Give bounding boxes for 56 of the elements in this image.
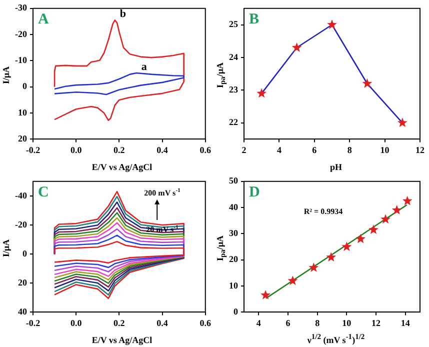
y-tick-label: 10	[229, 280, 238, 290]
y-tick-label: -10	[14, 55, 28, 66]
y-tick-label: 0	[22, 248, 28, 258]
y-tick-label: -30	[14, 2, 28, 13]
y-tick-label: 20	[229, 254, 238, 264]
x-tick-label: 10	[342, 318, 352, 328]
x-tick-label: 8	[315, 318, 320, 328]
y-tick-label: 22	[229, 117, 238, 128]
annotation: R² = 0.9934	[304, 207, 343, 216]
chart-title: B	[249, 11, 260, 28]
x-tick-label: 0.6	[200, 144, 212, 155]
chart-title: D	[249, 184, 260, 200]
x-tick-label: 0.4	[156, 144, 168, 155]
y-tick-label: 40	[18, 306, 28, 317]
y-tick-label: -20	[14, 219, 28, 230]
x-tick-label: 6	[312, 144, 318, 155]
y-tick-label: 24	[229, 52, 238, 62]
y-tick-label: 25	[229, 19, 238, 30]
x-tick-label: 4	[256, 318, 262, 328]
x-tick-label: 12	[372, 318, 381, 328]
y-tick-label: 0	[22, 81, 28, 92]
chart-title: A	[38, 11, 49, 28]
x-tick-label: 10	[380, 144, 390, 155]
y-tick-label: 0	[234, 306, 238, 317]
x-tick-label: 8	[347, 144, 352, 155]
y-tick-label: 20	[18, 134, 28, 144]
x-tick-label: 6	[286, 318, 291, 328]
x-tick-label: 0.0	[70, 144, 82, 155]
y-tick-label: -20	[14, 28, 28, 39]
x-tick-label: 0.2	[114, 144, 126, 155]
y-tick-label: 20	[18, 277, 28, 288]
y-axis-title: I/μA	[1, 238, 11, 259]
x-tick-label: 0.4	[156, 318, 168, 328]
x-tick-label: 0.2	[114, 318, 126, 328]
x-tick-label: 0.6	[200, 318, 212, 328]
x-tick-label: -0.2	[26, 144, 41, 155]
series-label: b	[120, 8, 126, 20]
x-tick-label: -0.2	[26, 318, 41, 328]
chart-title: C	[38, 184, 49, 200]
x-tick-label: 4	[276, 144, 282, 155]
x-axis-title: E/V vs Ag/AgCl	[90, 335, 154, 346]
x-axis-title: E/V vs Ag/AgCl	[90, 162, 154, 173]
y-tick-label: 30	[229, 228, 238, 238]
y-tick-label: -40	[14, 190, 28, 200]
x-tick-label: 14	[400, 318, 410, 328]
x-tick-label: 12	[416, 144, 425, 155]
x-axis-title: pH	[328, 162, 343, 173]
series-label: a	[141, 61, 148, 74]
x-axis-title: ν$^{1/2}$ (mV s$^{-1}$)$^{1/2}$	[306, 331, 366, 346]
y-tick-label: 50	[229, 176, 238, 186]
y-axis-title: I/μA	[1, 65, 11, 86]
y-tick-label: 10	[18, 107, 28, 118]
y-tick-label: 40	[229, 202, 238, 212]
y-tick-label: 23	[229, 84, 238, 94]
x-tick-label: 2	[242, 144, 247, 155]
x-tick-label: 0.0	[70, 318, 82, 328]
